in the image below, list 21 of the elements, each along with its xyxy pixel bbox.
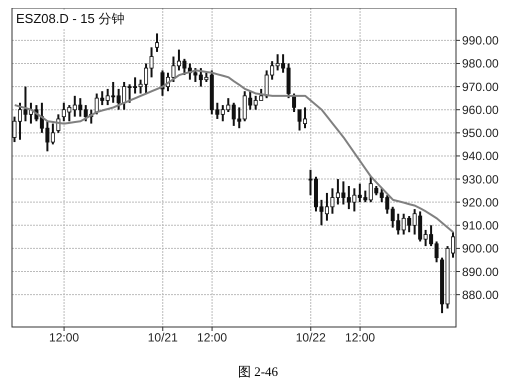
x-tick-label: 10/22	[296, 330, 326, 345]
caption: 图 2-46	[236, 363, 280, 381]
y-tick-label: 920.00	[462, 195, 500, 210]
x-tick-label: 12:00	[197, 330, 228, 345]
chart-title: ESZ08.D - 15 分钟	[16, 10, 124, 28]
y-tick-label: 890.00	[462, 264, 500, 279]
x-tick-label: 10/21	[148, 330, 178, 345]
y-tick-label: 980.00	[462, 56, 500, 71]
x-tick-label: 12:00	[49, 330, 80, 345]
y-tick-label: 910.00	[462, 218, 500, 233]
y-tick-label: 970.00	[462, 80, 500, 94]
x-tick-label: 12:00	[345, 330, 376, 345]
y-tick-label: 950.00	[462, 126, 500, 140]
candlestick	[292, 92, 296, 114]
y-tick-label: 900.00	[462, 242, 500, 256]
y-tick-label: 930.00	[462, 172, 500, 186]
y-tick-label: 940.00	[462, 149, 500, 164]
y-tick-label: 880.00	[462, 288, 500, 302]
candlestick	[155, 32, 160, 53]
y-tick-label: 960.00	[462, 102, 500, 117]
y-tick-label: 990.00	[462, 34, 500, 48]
